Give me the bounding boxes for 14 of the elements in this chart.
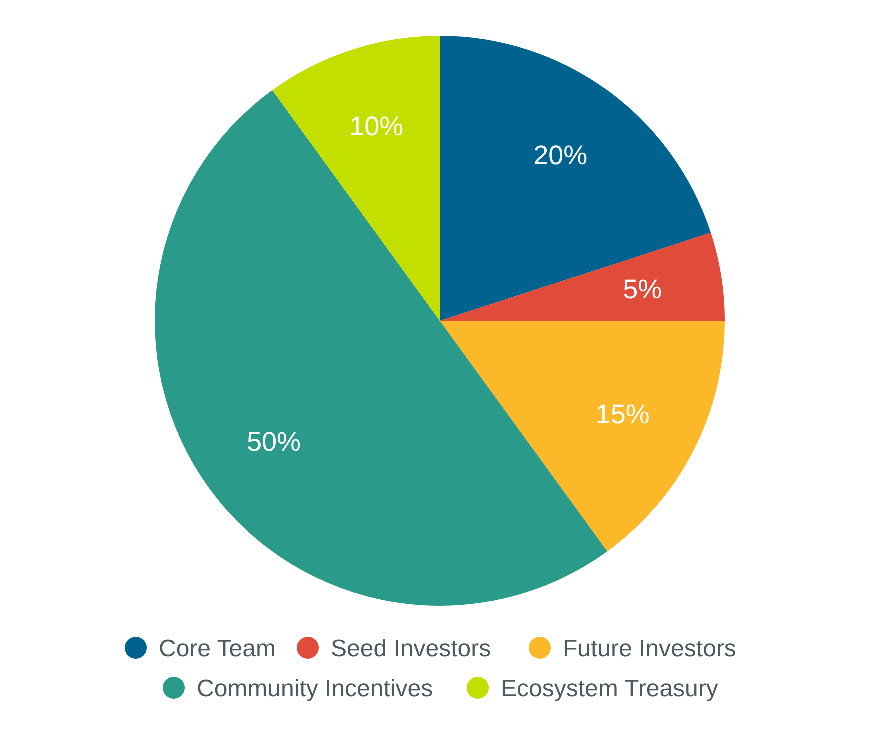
data-label: 50% (246, 427, 302, 458)
data-label: 10% (350, 111, 404, 142)
pie-slice (440, 232, 725, 321)
pie-slice (440, 321, 725, 552)
legend-label: Seed Investors (331, 635, 492, 662)
data-label: 5% (623, 274, 662, 304)
legend-label: Ecosystem Treasury (501, 675, 718, 702)
pie-slice (440, 36, 712, 321)
legend-label: Future Investors (563, 635, 736, 662)
legend-label: Community Incentives (197, 675, 434, 702)
data-label: 20% (534, 140, 588, 170)
legend-label: Core Team (159, 635, 276, 662)
data-label: 15% (596, 400, 650, 430)
pie-slice (272, 36, 440, 321)
